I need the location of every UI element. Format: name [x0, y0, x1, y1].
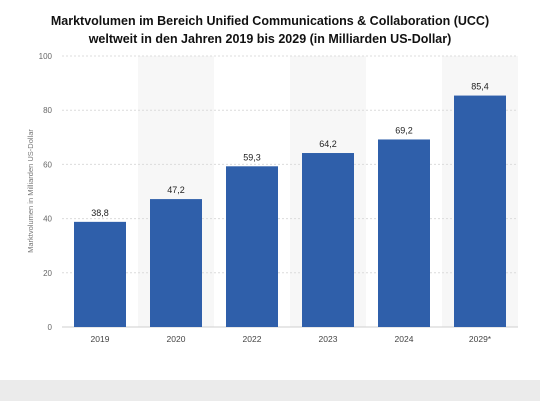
data-label: 59,3	[243, 152, 261, 162]
y-axis-label: Marktvolumen in Milliarden US-Dollar	[26, 129, 35, 253]
bar	[226, 166, 278, 327]
x-tick-label: 2029*	[469, 334, 492, 344]
y-axis-ticks: 0 20 40 60 80 100	[39, 52, 53, 332]
chart-title: Marktvolumen im Bereich Unified Communic…	[20, 12, 520, 48]
bar	[74, 221, 126, 327]
x-tick-label: 2024	[395, 334, 414, 344]
grid-lines	[62, 55, 518, 328]
bar	[302, 153, 354, 327]
x-tick-label: 2023	[319, 334, 338, 344]
bar	[378, 139, 430, 327]
y-tick-label: 0	[48, 323, 53, 332]
y-tick-label: 40	[43, 215, 52, 224]
y-tick-label: 80	[43, 106, 52, 115]
data-label: 64,2	[319, 139, 337, 149]
bars	[74, 95, 506, 327]
footer-band	[0, 380, 540, 401]
x-tick-label: 2020	[167, 334, 186, 344]
y-tick-label: 60	[43, 160, 52, 169]
data-label: 69,2	[395, 125, 413, 135]
bar	[150, 199, 202, 327]
data-label: 85,4	[471, 82, 489, 92]
y-tick-label: 100	[39, 52, 53, 61]
chart-title-line-1: Marktvolumen im Bereich Unified Communic…	[50, 14, 490, 28]
data-labels: 38,8 47,2 59,3 64,2 69,2 85,4	[91, 82, 489, 218]
x-tick-label: 2022	[243, 334, 262, 344]
bar	[454, 95, 506, 327]
x-axis-ticks: 2019 2020 2022 2023 2024 2029*	[91, 334, 492, 344]
x-tick-label: 2019	[91, 334, 110, 344]
data-label: 47,2	[167, 185, 185, 195]
data-label: 38,8	[91, 208, 109, 218]
chart-title-line-2: weltweit in den Jahren 2019 bis 2029 (in…	[88, 32, 452, 46]
y-tick-label: 20	[43, 269, 52, 278]
